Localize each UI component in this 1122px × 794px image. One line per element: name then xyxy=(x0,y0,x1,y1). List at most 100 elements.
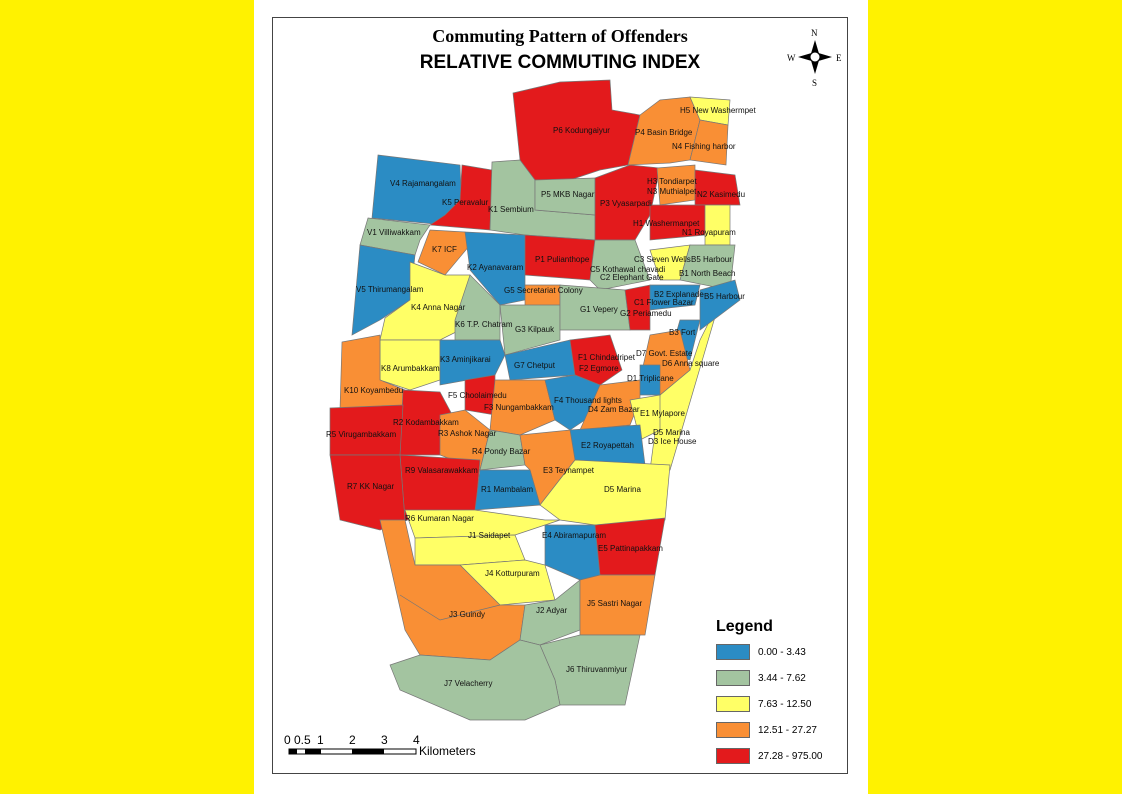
zone-label: D6 Anna square xyxy=(662,359,720,368)
zone-f3 xyxy=(489,379,556,436)
zone-label: R5 Virugambakkam xyxy=(326,430,396,439)
zone-k7 xyxy=(417,229,471,276)
zone-label: J3 Guindy xyxy=(449,610,485,619)
zone-label: E1 Mylapore xyxy=(640,409,685,418)
scale-tick: 2 xyxy=(349,733,356,747)
zone-label: B5 Harbour xyxy=(691,255,732,264)
legend-label: 7.63 - 12.50 xyxy=(758,698,812,710)
zone-label: K2 Ayanavaram xyxy=(467,263,524,272)
zone-label: B1 North Beach xyxy=(679,269,735,278)
zone-label: P3 Vyasarpadi xyxy=(600,199,652,208)
zone-n1 xyxy=(704,204,731,246)
zone-label: D3 Ice House xyxy=(648,437,697,446)
zone-label: E4 Abiramapuram xyxy=(542,531,606,540)
zone-label: J2 Adyar xyxy=(536,606,567,615)
zone-label: R6 Kumaran Nagar xyxy=(405,514,474,523)
zone-label: R3 Ashok Nagar xyxy=(438,429,497,438)
legend-item: 0.00 - 3.43 xyxy=(716,644,836,660)
zone-v5 xyxy=(351,244,416,336)
legend-item: 27.28 - 975.00 xyxy=(716,748,836,764)
zone-label: B5 Harbour xyxy=(704,292,745,301)
zone-label: D5 Marina xyxy=(604,485,641,494)
zone-label: R7 KK Nagar xyxy=(347,482,394,491)
east-label: E xyxy=(836,53,842,63)
map-frame xyxy=(272,17,848,774)
zone-label: E3 Teynampet xyxy=(543,466,595,475)
zone-label: K4 Anna Nagar xyxy=(411,303,466,312)
zone-b5 xyxy=(699,279,741,331)
zone-n2 xyxy=(694,169,741,206)
zone-label: P5 MKB Nagar xyxy=(541,190,595,199)
zone-label: C1 Flower Bazar xyxy=(634,298,694,307)
zone-label: H5 New Washermpet xyxy=(680,106,757,115)
legend-item: 3.44 - 7.62 xyxy=(716,670,836,686)
zone-label: R1 Mambalam xyxy=(481,485,533,494)
zone-label: D5 Marina xyxy=(653,428,690,437)
zone-label: R9 Valasarawakkam xyxy=(405,466,478,475)
zone-label: R2 Kodambakkam xyxy=(393,418,459,427)
zone-label: P1 Pulianthope xyxy=(535,255,590,264)
zone-j3 xyxy=(379,519,526,661)
zone-label: J6 Thiruvanmiyur xyxy=(566,665,628,674)
zone-label: G2 Periamedu xyxy=(620,309,672,318)
scale-tick: 1 xyxy=(317,733,324,747)
zone-k2 xyxy=(464,231,526,306)
zone-label: B3 Fort xyxy=(669,328,696,337)
zone-k3 xyxy=(439,339,506,386)
legend-swatch xyxy=(716,644,750,660)
zone-label: N1 Royapuram xyxy=(682,228,736,237)
zone-label: B2 Explanade xyxy=(654,290,704,299)
zone-j7 xyxy=(389,639,561,721)
legend-title: Legend xyxy=(716,618,773,635)
zone-label: D4 Zam Bazar xyxy=(588,405,640,414)
zone-label: J1 Saidapet xyxy=(468,531,511,540)
zone-label: C2 Elephant Gate xyxy=(600,273,664,282)
zone-label: K7 ICF xyxy=(432,245,457,254)
zone-label: V1 Villiwakkam xyxy=(367,228,421,237)
zone-label: V5 Thirumangalam xyxy=(356,285,424,294)
zone-label: K1 Sembium xyxy=(488,205,534,214)
legend-swatch xyxy=(716,670,750,686)
north-arrow-icon: N S E W xyxy=(787,28,842,88)
south-label: S xyxy=(812,78,817,88)
scale-bar xyxy=(288,748,417,755)
scale-tick: 3 xyxy=(381,733,388,747)
zone-label: H1 Washermanpet xyxy=(633,219,700,228)
zone-label: K5 Peravalur xyxy=(442,198,489,207)
zone-label: G3 Kilpauk xyxy=(515,325,555,334)
map-subtitle: RELATIVE COMMUTING INDEX xyxy=(419,52,701,73)
zone-label: H3 Tondiarpet xyxy=(647,177,697,186)
zone-label: N2 Kasimedu xyxy=(697,190,745,199)
zone-label: J4 Kotturpuram xyxy=(485,569,540,578)
zone-label: P4 Basin Bridge xyxy=(635,128,693,137)
zone-label: E5 Pattinapakkam xyxy=(598,544,663,553)
north-label: N xyxy=(811,28,818,38)
zone-label: F2 Egmore xyxy=(579,364,619,373)
zone-g3 xyxy=(499,304,561,356)
zone-v1 xyxy=(359,217,431,256)
legend-label: 0.00 - 3.43 xyxy=(758,646,806,658)
zone-label: R4 Pondy Bazar xyxy=(472,447,531,456)
legend-swatch xyxy=(716,748,750,764)
zone-f1 xyxy=(569,334,623,386)
zone-c5 xyxy=(589,239,651,291)
scale-tick: 4 xyxy=(413,733,420,747)
legend-swatch xyxy=(716,696,750,712)
zone-label: G7 Chetput xyxy=(514,361,556,370)
zone-label: C5 Kothawal chavadi xyxy=(590,265,665,274)
legend-item: 12.51 - 27.27 xyxy=(716,722,836,738)
zone-label: D7 Govt. Estate xyxy=(636,349,693,358)
legend-label: 27.28 - 975.00 xyxy=(758,750,823,762)
zone-label: K8 Arumbakkam xyxy=(381,364,440,373)
zone-label: F4 Thousand lights xyxy=(554,396,622,405)
zone-label: P6 Kodungaiyur xyxy=(553,126,610,135)
west-label: W xyxy=(787,53,796,63)
zone-label: K3 Aminjikarai xyxy=(440,355,491,364)
zone-label: F5 Choolaimedu xyxy=(448,391,507,400)
zone-label: F3 Nungambakkam xyxy=(484,403,554,412)
zone-label: V4 Rajamangalam xyxy=(390,179,456,188)
scale-tick: 0.5 xyxy=(294,733,311,747)
map-title: Commuting Pattern of Offenders xyxy=(432,26,688,46)
zone-r7 xyxy=(329,454,406,531)
